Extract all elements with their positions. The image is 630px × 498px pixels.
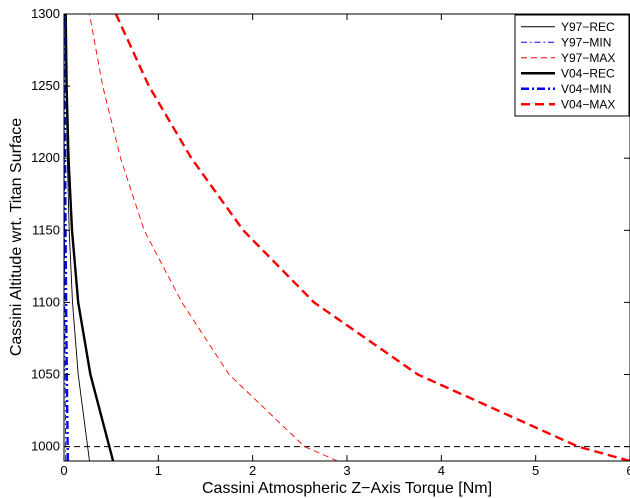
y-tick-label: 1050	[31, 366, 60, 381]
y-tick-label: 1000	[31, 439, 60, 454]
y-tick-label: 1150	[32, 222, 60, 237]
legend-label: V04−MAX	[561, 97, 615, 111]
y-tick-label: 1250	[31, 78, 60, 93]
series-line-5	[114, 14, 630, 461]
legend-label: V04−MIN	[561, 82, 611, 96]
x-tick-label: 1	[155, 463, 162, 478]
x-tick-label: 3	[343, 463, 350, 478]
legend-label: Y97−REC	[561, 20, 615, 34]
y-axis-label: Cassini Altitude wrt. Titan Surface	[8, 118, 25, 356]
y-tick-label: 1300	[31, 6, 60, 21]
x-tick-label: 6	[626, 463, 630, 478]
y-tick-label: 1100	[32, 294, 60, 309]
x-tick-label: 0	[60, 463, 67, 478]
series-line-2	[89, 14, 338, 461]
y-tick-label: 1200	[31, 150, 60, 165]
legend-label: Y97−MIN	[561, 35, 611, 49]
legend-label: V04−REC	[561, 66, 615, 80]
x-tick-label: 5	[532, 463, 539, 478]
x-tick-label: 4	[438, 463, 445, 478]
legend-box	[514, 14, 630, 117]
x-tick-label: 2	[249, 463, 256, 478]
x-axis-label: Cassini Atmospheric Z−Axis Torque [Nm]	[202, 480, 492, 497]
legend-label: Y97−MAX	[561, 51, 615, 65]
